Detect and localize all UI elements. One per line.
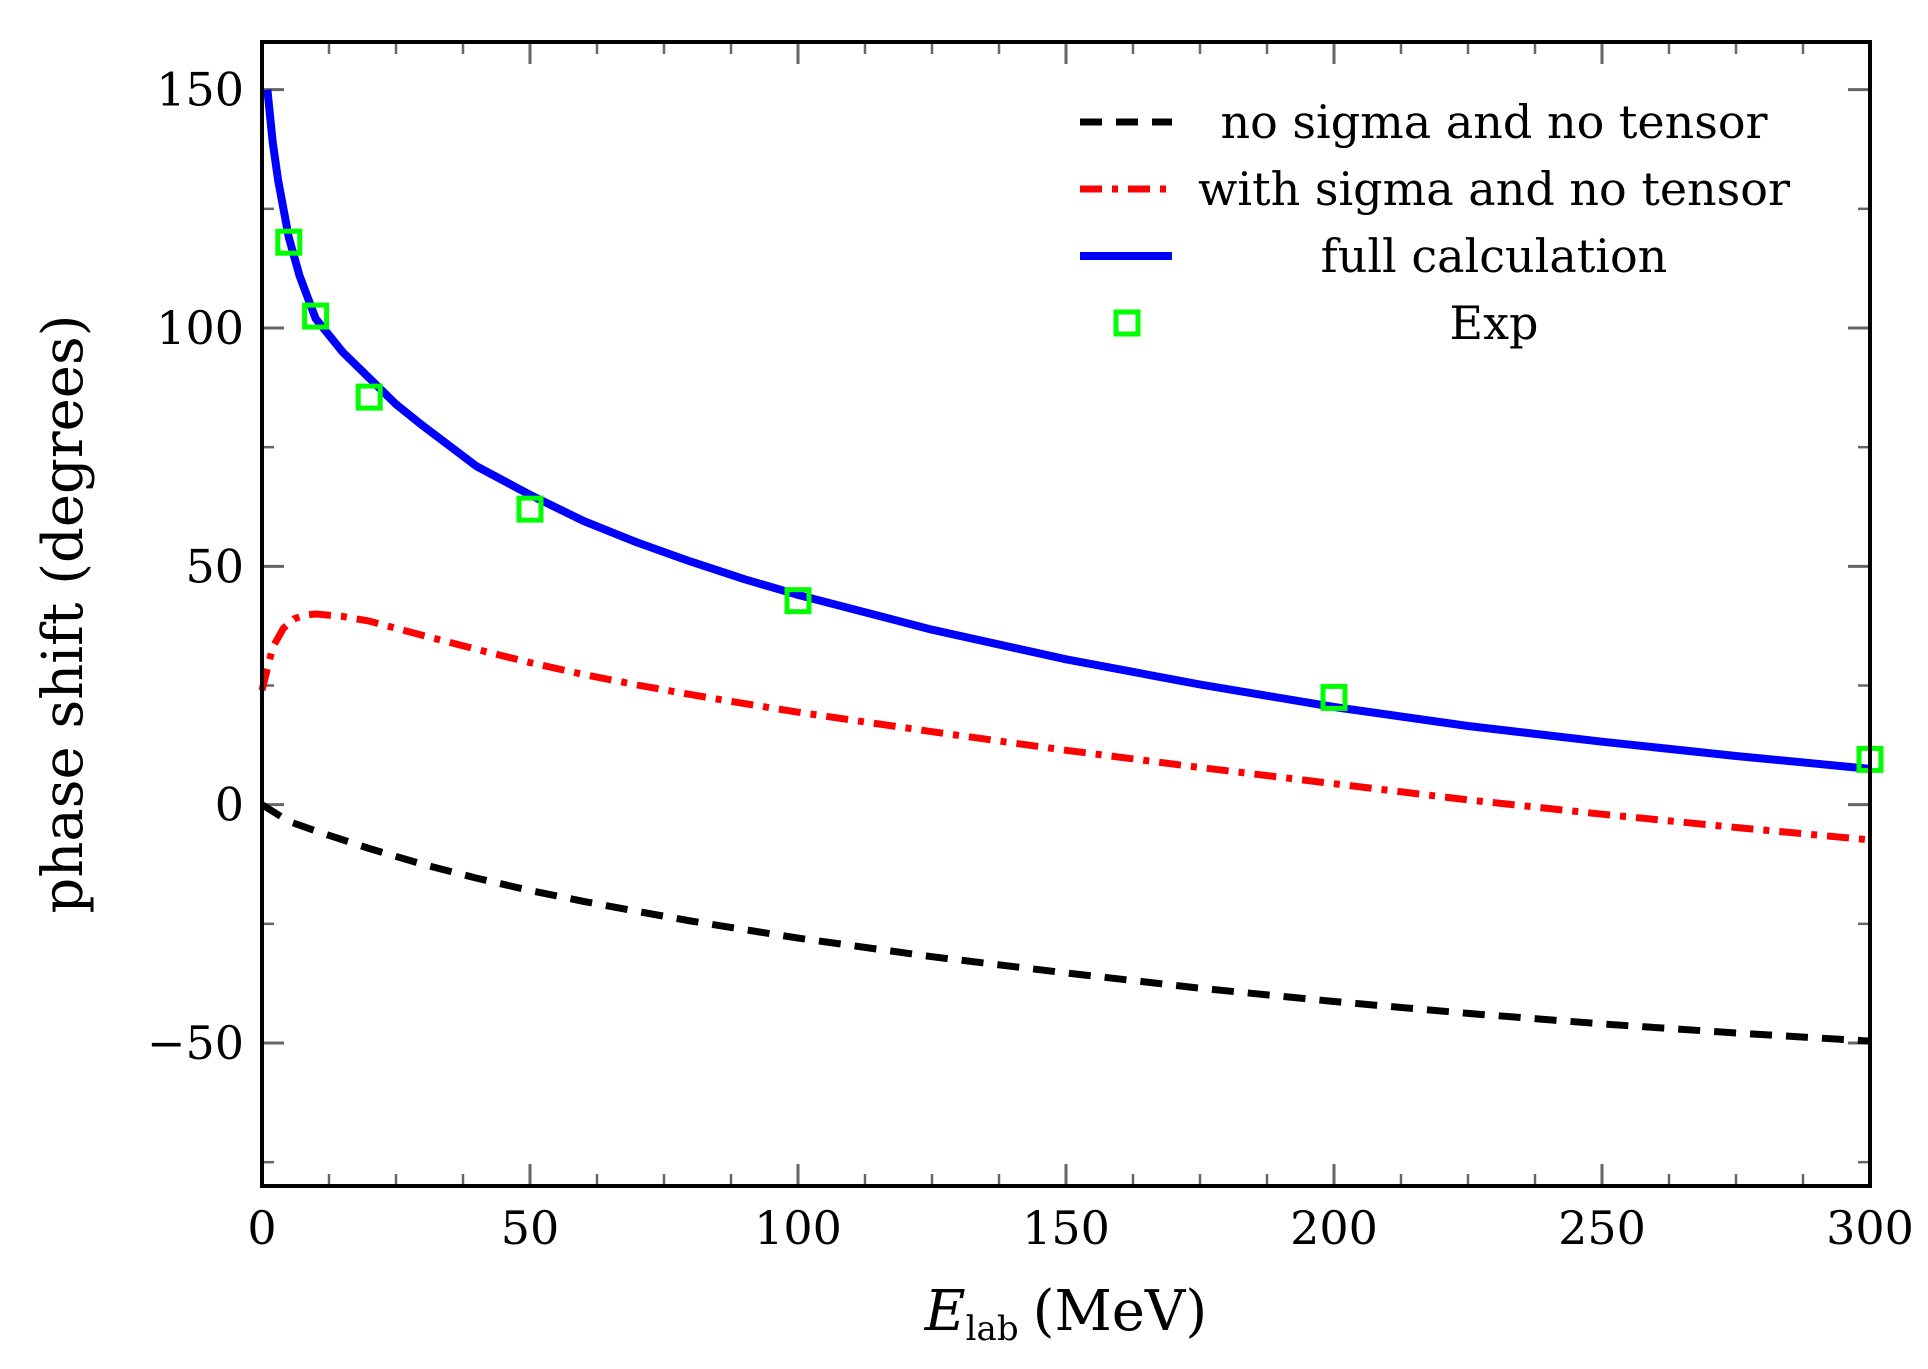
x-axis-title-sub: lab [966, 1309, 1019, 1349]
y-tick-label: 150 [156, 63, 244, 117]
series-line-2 [258, 610, 1871, 844]
x-tick-label: 250 [1558, 1201, 1646, 1255]
x-axis-title-unit: (MeV) [1033, 1279, 1208, 1344]
plot-frame [260, 40, 1872, 1188]
legend: no sigma and no tensor with sigma and no … [1080, 95, 1790, 350]
x-tick-label: 150 [1022, 1201, 1110, 1255]
legend-swatch-exp [1113, 309, 1141, 337]
legend-label-1: no sigma and no tensor [1220, 95, 1767, 149]
exp-data-point [784, 587, 812, 615]
exp-data-point [275, 228, 303, 256]
y-tick-label: −50 [147, 1016, 244, 1070]
legend-label-4: Exp [1450, 296, 1539, 350]
y-tick-label: 50 [185, 539, 244, 593]
series-line-1 [260, 801, 1871, 1045]
exp-data-point [1320, 683, 1348, 711]
x-tick-label: 300 [1826, 1201, 1914, 1255]
y-tick-label: 0 [215, 778, 244, 832]
x-tick-label: 0 [247, 1201, 276, 1255]
ticks-layer: 0 50 100 150 200 250 300 −50 0 50 100 150 [147, 42, 1914, 1255]
x-tick-label: 200 [1290, 1201, 1378, 1255]
exp-data-point [302, 302, 330, 330]
x-tick-label: 50 [501, 1201, 560, 1255]
legend-label-2: with sigma and no tensor [1198, 162, 1790, 216]
exp-data-point [355, 383, 383, 411]
y-tick-label: 100 [156, 301, 244, 355]
x-axis-title: Elab (MeV) [924, 1279, 1207, 1349]
y-axis-title: phase shift (degrees) [31, 314, 96, 913]
exp-data-point [516, 495, 544, 523]
series-layer [258, 89, 1884, 1045]
x-tick-label: 100 [754, 1201, 842, 1255]
x-axis-title-main: E [924, 1279, 966, 1344]
legend-label-3: full calculation [1321, 229, 1668, 283]
